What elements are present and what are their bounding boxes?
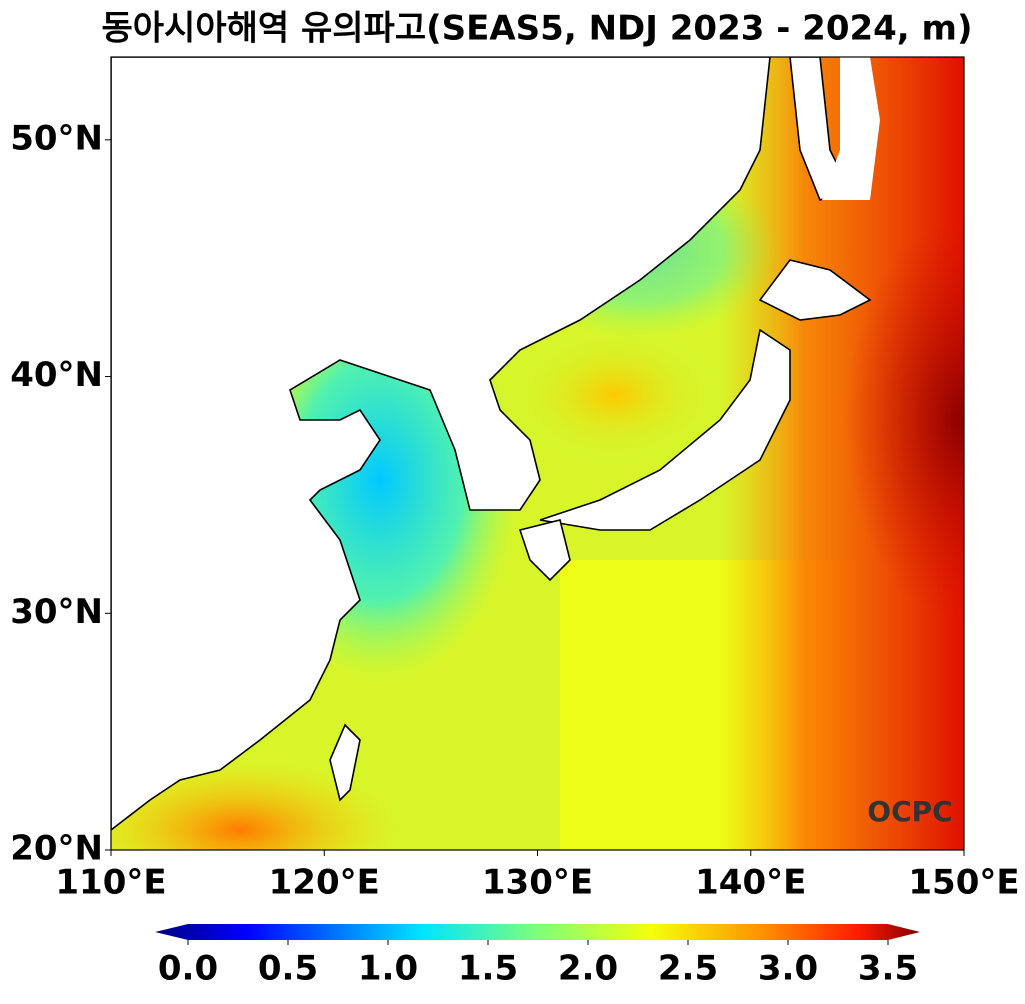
colorbar-tick-label: 3.0 — [758, 949, 818, 989]
y-tick-label: 20°N — [10, 829, 103, 869]
colorbar-tick-label: 0.0 — [158, 949, 218, 989]
colorbar-tick-label: 2.5 — [658, 949, 718, 989]
x-tick-label: 130°E — [482, 863, 593, 903]
colorbar-tick-label: 2.0 — [558, 949, 618, 989]
x-tick-label: 140°E — [695, 863, 806, 903]
map-title: 동아시아해역 유의파고(SEAS5, NDJ 2023 - 2024, m) — [101, 9, 972, 49]
colorbar-tick-label: 3.5 — [858, 949, 918, 989]
watermark: OCPC — [867, 795, 952, 828]
x-tick-label: 110°E — [55, 863, 166, 903]
y-tick-label: 40°N — [10, 355, 103, 395]
x-tick-label: 150°E — [908, 863, 1019, 903]
colorbar-tick-label: 0.5 — [258, 949, 318, 989]
colorbar-tick-label: 1.5 — [458, 949, 518, 989]
wave-height-field — [111, 57, 964, 850]
colorbar-tick-label: 1.0 — [358, 949, 418, 989]
y-tick-label: 50°N — [10, 118, 103, 158]
colorbar — [155, 924, 920, 940]
x-tick-label: 120°E — [269, 863, 380, 903]
y-tick-label: 30°N — [10, 592, 103, 632]
